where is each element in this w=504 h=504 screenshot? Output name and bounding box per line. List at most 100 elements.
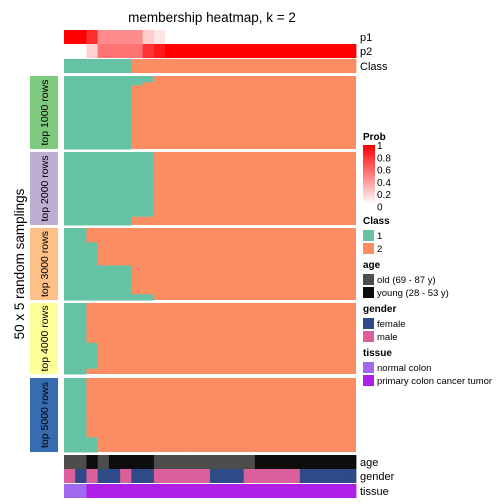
prob-gradient-step [363, 159, 375, 161]
heatmap-row-class1 [64, 274, 132, 278]
prob-gradient-step [363, 200, 375, 202]
annotation-cell-gender [108, 469, 121, 483]
prob-gradient-step [363, 184, 375, 186]
row-group-bar [30, 378, 58, 452]
heatmap-row-class1 [64, 111, 132, 115]
legend-title-age: age [363, 260, 381, 271]
annotation-cell-age [97, 455, 110, 469]
annotation-cell-p1 [221, 30, 233, 44]
legend-swatch-tissue [363, 362, 374, 373]
annotation-cell-gender [165, 469, 177, 483]
annotation-label-p1: p1 [360, 32, 372, 44]
annotation-cell-class [153, 59, 166, 73]
annotation-cell-age [266, 455, 278, 469]
top-annotations: p1 p2 Class [64, 30, 388, 73]
prob-gradient-step [363, 163, 375, 165]
annotation-cell-p1 [333, 30, 346, 44]
annotation-cell-tissue [254, 484, 267, 498]
heatmap-row-class1 [64, 342, 98, 347]
legend-label-gender: female [377, 319, 406, 330]
prob-gradient-step [363, 156, 375, 158]
annotation-cell-p2 [142, 44, 155, 58]
annotation-cell-class [64, 59, 76, 73]
heatmap-row-class1 [64, 113, 132, 118]
annotation-label-gender: gender [360, 471, 395, 483]
heatmap-row-class1 [64, 78, 154, 83]
prob-gradient-step [363, 145, 375, 147]
heatmap-row-class1 [64, 268, 132, 272]
heatmap-row-class1 [64, 337, 87, 341]
annotation-cell-gender [86, 469, 99, 483]
heatmap-row-class1 [64, 431, 87, 435]
annotation-cell-age [120, 455, 132, 469]
heatmap-row-class1 [64, 122, 132, 127]
heatmap-block [64, 378, 356, 452]
annotation-cell-p1 [120, 30, 132, 44]
prob-gradient-step [363, 147, 375, 149]
annotation-cell-p1 [176, 30, 188, 44]
annotation-cell-class [333, 59, 346, 73]
heatmap-row-class1 [64, 416, 87, 420]
annotation-cell-p2 [153, 44, 166, 58]
prob-gradient-step [363, 183, 375, 185]
annotation-cell-age [288, 455, 301, 469]
annotation-cell-class [322, 59, 334, 73]
legend-prob-tick: 0.4 [377, 178, 391, 189]
annotation-cell-p1 [254, 30, 267, 44]
prob-gradient-step [363, 172, 375, 174]
prob-gradient-step [363, 155, 375, 157]
annotation-cell-gender [277, 469, 290, 483]
annotation-cell-class [344, 59, 357, 73]
annotation-cell-age [299, 455, 312, 469]
heatmap-row-class1 [64, 351, 98, 355]
heatmap-row-class1 [64, 84, 132, 89]
annotation-cell-tissue [322, 484, 334, 498]
annotation-cell-p2 [176, 44, 188, 58]
heatmap-row-class1 [64, 157, 154, 162]
annotation-cell-p1 [299, 30, 312, 44]
annotation-cell-class [210, 59, 222, 73]
annotation-cell-p1 [142, 30, 155, 44]
bottom-annotations: age gender tissue [64, 455, 395, 498]
annotation-cell-p2 [311, 44, 323, 58]
heatmap-row-class1 [64, 314, 87, 318]
heatmap-row-class1 [64, 152, 154, 156]
annotation-cell-p1 [344, 30, 357, 44]
annotation-cell-tissue [120, 484, 132, 498]
heatmap-row-class1 [64, 378, 87, 382]
heatmap-row-class1 [64, 334, 87, 338]
prob-gradient-step [363, 191, 375, 193]
annotation-cell-gender [153, 469, 166, 483]
row-group-bar [30, 76, 58, 149]
annotation-cell-p2 [120, 44, 132, 58]
prob-gradient-step [363, 152, 375, 154]
legend-title-gender: gender [363, 304, 396, 315]
annotation-cell-age [311, 455, 323, 469]
annotation-cell-class [187, 59, 200, 73]
heatmap-row-class1 [64, 413, 87, 417]
annotation-cell-gender [344, 469, 357, 483]
annotation-cell-tissue [131, 484, 144, 498]
heatmap-row-class1 [64, 320, 87, 324]
annotation-cell-p2 [86, 44, 99, 58]
heatmap-row-class1 [64, 428, 87, 432]
annotation-label-class: Class [360, 61, 388, 73]
legend-swatch-age [363, 274, 374, 285]
heatmap-row-class1 [64, 216, 132, 220]
heatmap-row-class1 [64, 407, 87, 412]
legend-title-class: Class [363, 216, 390, 227]
annotation-cell-age [108, 455, 121, 469]
annotation-cell-class [131, 59, 144, 73]
heatmap-row-class1 [64, 362, 98, 366]
heatmap-row-class1 [64, 359, 98, 364]
row-group-label: top 5000 rows [39, 382, 51, 448]
annotation-cell-p2 [97, 44, 110, 58]
annotation-cell-age [64, 455, 76, 469]
annotation-cell-p1 [322, 30, 334, 44]
heatmap-row-class1 [64, 308, 87, 313]
prob-gradient-step [363, 189, 375, 191]
annotation-cell-age [243, 455, 256, 469]
legend-label-age: old (69 - 87 y) [377, 275, 436, 286]
heatmap-row-class1 [64, 99, 132, 103]
heatmap-row-class1 [64, 169, 154, 173]
